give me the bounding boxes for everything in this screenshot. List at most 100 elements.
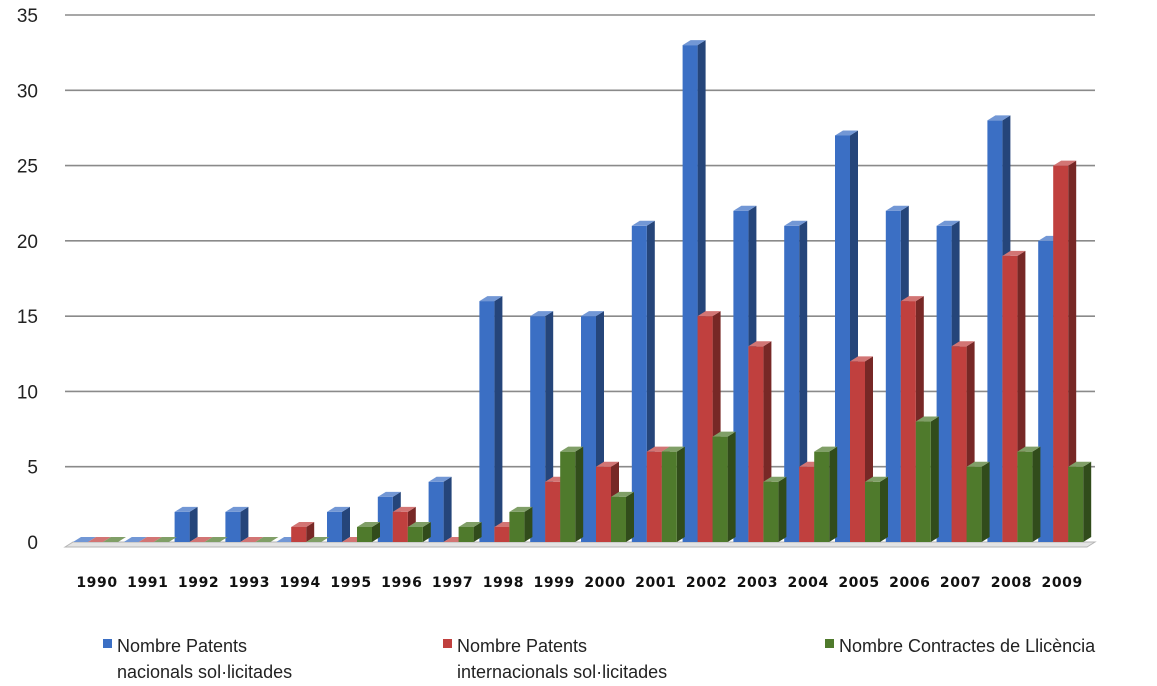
y-tick-label: 35 xyxy=(17,6,38,27)
y-tick-label: 30 xyxy=(17,81,38,102)
bar-front xyxy=(1068,466,1084,542)
bar-front xyxy=(1017,451,1033,542)
x-tick-label: 2007 xyxy=(940,575,981,591)
bar-front xyxy=(560,451,576,542)
legend-label: Nombre Patents xyxy=(117,636,247,656)
x-tick-label: 2000 xyxy=(584,575,625,591)
bar-front xyxy=(392,511,408,542)
x-tick-label: 1995 xyxy=(330,575,371,591)
bar-top xyxy=(428,476,452,482)
bar xyxy=(357,521,380,542)
bar-side xyxy=(575,446,584,542)
bar-side xyxy=(829,446,838,542)
bar xyxy=(88,537,111,542)
bar-top xyxy=(865,476,888,482)
legend-swatch xyxy=(825,639,834,648)
bar-side xyxy=(372,521,380,542)
bar xyxy=(814,446,838,542)
bar-top xyxy=(581,311,604,317)
bar-side xyxy=(306,521,315,542)
bar-front xyxy=(835,135,850,542)
bar-front xyxy=(291,526,307,542)
legend-label: nacionals sol·licitades xyxy=(117,662,292,682)
y-tick-label: 15 xyxy=(17,307,38,328)
bar-top xyxy=(123,537,147,542)
bar-top xyxy=(814,446,838,452)
bar-front xyxy=(865,481,880,542)
bar-top xyxy=(377,491,401,497)
bar-top xyxy=(327,506,350,512)
bar-top xyxy=(951,341,975,347)
bar-top xyxy=(646,446,670,452)
legend-label: Nombre Contractes de Llicència xyxy=(839,636,1096,656)
bar-top xyxy=(73,537,96,542)
bar xyxy=(407,521,431,542)
bar-front xyxy=(784,225,800,543)
bar xyxy=(138,537,162,542)
bar xyxy=(153,537,177,542)
bar-side xyxy=(778,476,787,542)
x-tick-label: 1991 xyxy=(127,575,168,591)
bar-top xyxy=(509,506,533,512)
bar xyxy=(1017,446,1041,542)
x-axis-ticks: 1990 1991 1992 1993 1994 1995 1996 1997 1998 1999… xyxy=(76,575,1083,591)
bar-top xyxy=(1068,461,1092,467)
x-tick-label: 1992 xyxy=(178,575,219,591)
bar-side xyxy=(240,506,249,542)
bar-front xyxy=(987,120,1003,543)
bar-front xyxy=(763,481,779,542)
bar-side xyxy=(1068,160,1077,543)
x-tick-label: 1997 xyxy=(432,575,473,591)
bar-front xyxy=(1002,255,1018,542)
bar-front xyxy=(951,346,967,542)
bar xyxy=(189,537,213,542)
x-tick-label: 2003 xyxy=(737,575,778,591)
y-tick-label: 20 xyxy=(17,232,38,253)
bar-front xyxy=(697,316,713,542)
bar xyxy=(865,476,888,542)
bar-front xyxy=(814,451,830,542)
bar xyxy=(915,416,939,542)
bar-front xyxy=(581,316,596,542)
bar-side xyxy=(676,446,685,542)
bar-front xyxy=(428,481,444,542)
bar-front xyxy=(885,210,901,542)
bar xyxy=(784,220,808,543)
legend-swatch xyxy=(103,639,112,648)
bar-front xyxy=(631,225,647,543)
x-tick-label: 2009 xyxy=(1042,575,1083,591)
bar-side xyxy=(981,461,990,542)
bar-top xyxy=(103,537,126,542)
x-tick-label: 1996 xyxy=(381,575,422,591)
x-tick-label: 1998 xyxy=(483,575,524,591)
bar xyxy=(712,431,736,542)
bar-front xyxy=(225,511,241,542)
bar-top xyxy=(850,356,873,362)
bar-top xyxy=(987,115,1011,121)
bar-top xyxy=(611,491,634,497)
bar-top xyxy=(596,461,619,467)
bar-top xyxy=(392,506,416,512)
bar xyxy=(204,537,228,542)
bar-front xyxy=(850,361,865,542)
bar-top xyxy=(204,537,228,542)
bar-side xyxy=(799,220,808,543)
x-tick-label: 2001 xyxy=(635,575,676,591)
bar xyxy=(174,506,198,542)
bar-top xyxy=(733,205,757,211)
bar-top xyxy=(784,220,808,226)
bar-top xyxy=(712,431,736,437)
bar xyxy=(661,446,685,542)
bar-top xyxy=(936,220,960,226)
x-tick-label: 2002 xyxy=(686,575,727,591)
x-tick-label: 1999 xyxy=(534,575,575,591)
bar-top xyxy=(682,40,706,46)
bar-side xyxy=(626,491,634,542)
legend-item: Nombre Patents nacionals sol·licitades xyxy=(103,636,292,682)
bar-side xyxy=(189,506,198,542)
x-tick-label: 1993 xyxy=(229,575,270,591)
bar-side xyxy=(930,416,939,542)
bar xyxy=(560,446,584,542)
bar-side xyxy=(473,521,482,542)
